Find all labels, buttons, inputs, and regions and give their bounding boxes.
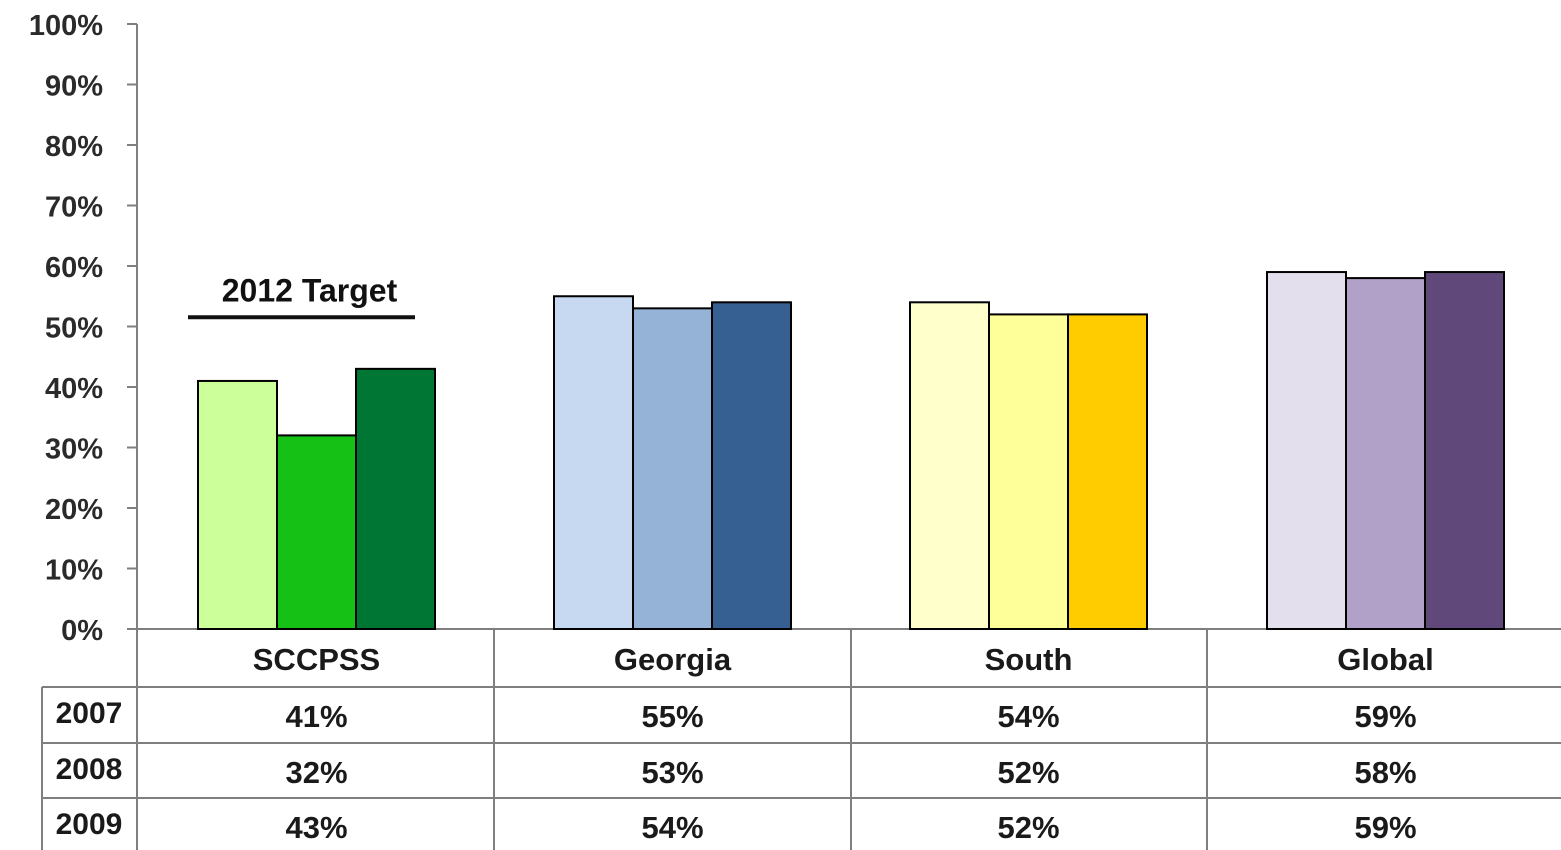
target-annotation: 2012 Target xyxy=(188,272,415,320)
table-cell: 54% xyxy=(997,699,1059,734)
category-label: South xyxy=(985,642,1073,677)
bar-south-2009 xyxy=(1067,313,1148,630)
row-label-2008: 2008 xyxy=(56,753,123,786)
category-label: Georgia xyxy=(614,642,732,677)
y-tick-label: 10% xyxy=(45,555,103,587)
bar-sccpss-2008 xyxy=(276,434,357,630)
bar-global-2008 xyxy=(1345,277,1426,630)
target-label: 2012 Target xyxy=(222,272,398,308)
table-cell: 55% xyxy=(641,699,703,734)
table-cell: 32% xyxy=(285,755,347,790)
bar-group-sccpss xyxy=(197,367,436,631)
bar-sccpss-2007 xyxy=(197,379,278,631)
table-cell: 59% xyxy=(1354,699,1416,734)
bar-global-2009 xyxy=(1424,271,1505,630)
y-tick-label: 0% xyxy=(61,615,103,647)
y-tick-label: 100% xyxy=(29,10,103,42)
y-tick-label: 20% xyxy=(45,494,103,526)
bar-sccpss-2009 xyxy=(355,367,436,630)
bar-global-2007 xyxy=(1266,271,1347,630)
bar-group-south xyxy=(909,301,1148,630)
table-cell: 52% xyxy=(997,755,1059,790)
table-cell: 58% xyxy=(1354,755,1416,790)
table-cell: 41% xyxy=(285,699,347,734)
bar-georgia-2009 xyxy=(711,301,792,630)
y-tick-label: 90% xyxy=(45,71,103,103)
y-tick-label: 30% xyxy=(45,434,103,466)
bar-georgia-2007 xyxy=(553,295,634,630)
row-label-2007: 2007 xyxy=(56,697,123,730)
table-cell: 54% xyxy=(641,810,703,845)
table-cell: 43% xyxy=(285,810,347,845)
table-cell: 52% xyxy=(997,810,1059,845)
bar-group-georgia xyxy=(553,295,792,630)
data-table: SCCPSS Georgia South Global 2007 41% 55% 54% 59%… xyxy=(41,629,1561,850)
y-tick-label: 80% xyxy=(45,131,103,163)
table-cell: 53% xyxy=(641,755,703,790)
y-tick-label: 70% xyxy=(45,192,103,224)
bar-south-2008 xyxy=(988,313,1069,630)
row-label-2009: 2009 xyxy=(56,808,123,841)
y-tick-label: 60% xyxy=(45,252,103,284)
category-label: SCCPSS xyxy=(253,642,380,677)
bar-group-global xyxy=(1266,271,1505,630)
table-cell: 59% xyxy=(1354,810,1416,845)
bar-south-2007 xyxy=(909,301,990,630)
bar-groups xyxy=(197,271,1505,631)
bar-georgia-2008 xyxy=(632,307,713,630)
category-label: Global xyxy=(1337,642,1433,677)
y-tick-label: 40% xyxy=(45,373,103,405)
y-tick-label: 50% xyxy=(45,313,103,345)
